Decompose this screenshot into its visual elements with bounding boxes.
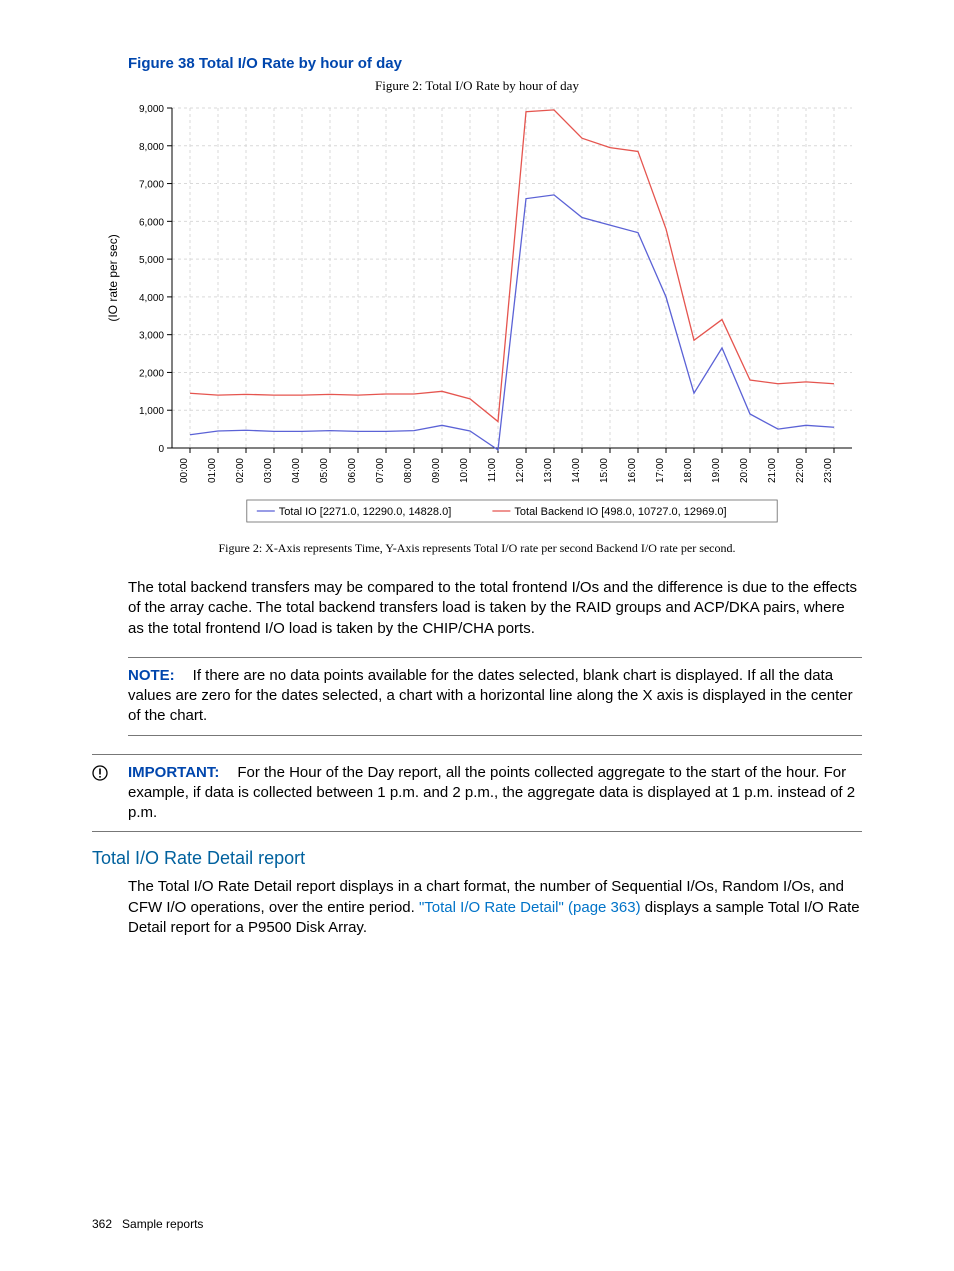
chart-container: 0 1,000 2,000 3,000 4,000 5,000 6,000 7,000 8,00…	[92, 98, 862, 538]
svg-text:Total Backend IO [498.0, 1072: Total Backend IO [498.0, 10727.0, 12969.…	[514, 506, 726, 518]
page-footer: 362 Sample reports	[92, 1217, 203, 1231]
chart-svg: 0 1,000 2,000 3,000 4,000 5,000 6,000 7,000 8,00…	[92, 98, 862, 538]
svg-text:0: 0	[158, 444, 164, 455]
svg-text:9,000: 9,000	[139, 104, 164, 115]
svg-text:06:00: 06:00	[347, 458, 358, 483]
svg-text:(IO rate per sec): (IO rate per sec)	[106, 234, 120, 321]
figure-caption: Figure 38 Total I/O Rate by hour of day	[128, 55, 862, 72]
svg-text:1,000: 1,000	[139, 406, 164, 417]
section-paragraph: The Total I/O Rate Detail report display…	[128, 877, 862, 938]
svg-text:15:00: 15:00	[599, 458, 610, 483]
svg-text:13:00: 13:00	[543, 458, 554, 483]
svg-text:04:00: 04:00	[291, 458, 302, 483]
svg-text:22:00: 22:00	[795, 458, 806, 483]
svg-text:16:00: 16:00	[627, 458, 638, 483]
svg-text:07:00: 07:00	[375, 458, 386, 483]
svg-text:3,000: 3,000	[139, 331, 164, 342]
note-text: If there are no data points available fo…	[128, 667, 853, 725]
footer-label: Sample reports	[122, 1217, 203, 1231]
section-heading: Total I/O Rate Detail report	[92, 848, 862, 869]
chart-footnote: Figure 2: X-Axis represents Time, Y-Axis…	[92, 541, 862, 556]
svg-text:17:00: 17:00	[655, 458, 666, 483]
chart-title: Figure 2: Total I/O Rate by hour of day	[92, 78, 862, 94]
svg-text:14:00: 14:00	[571, 458, 582, 483]
body-paragraph: The total backend transfers may be compa…	[128, 578, 862, 639]
svg-text:Total IO [2271.0, 12290.0, 14: Total IO [2271.0, 12290.0, 14828.0]	[279, 506, 451, 518]
svg-text:00:00: 00:00	[179, 458, 190, 483]
important-label: IMPORTANT:	[128, 764, 219, 781]
svg-text:03:00: 03:00	[263, 458, 274, 483]
svg-text:01:00: 01:00	[207, 458, 218, 483]
important-icon	[92, 763, 122, 787]
crossref-link[interactable]: "Total I/O Rate Detail" (page 363)	[419, 899, 641, 916]
svg-text:8,000: 8,000	[139, 142, 164, 153]
note-label: NOTE:	[128, 667, 175, 684]
svg-text:10:00: 10:00	[459, 458, 470, 483]
svg-text:19:00: 19:00	[711, 458, 722, 483]
page-number: 362	[92, 1217, 112, 1231]
svg-text:21:00: 21:00	[767, 458, 778, 483]
svg-text:05:00: 05:00	[319, 458, 330, 483]
svg-text:11:00: 11:00	[487, 458, 498, 483]
note-block: NOTE:If there are no data points availab…	[128, 657, 862, 736]
svg-text:09:00: 09:00	[431, 458, 442, 483]
important-text: For the Hour of the Day report, all the …	[128, 764, 855, 822]
svg-text:6,000: 6,000	[139, 217, 164, 228]
svg-text:23:00: 23:00	[823, 458, 834, 483]
svg-text:4,000: 4,000	[139, 293, 164, 304]
svg-text:08:00: 08:00	[403, 458, 414, 483]
svg-text:7,000: 7,000	[139, 180, 164, 191]
svg-text:5,000: 5,000	[139, 255, 164, 266]
svg-text:02:00: 02:00	[235, 458, 246, 483]
important-block: IMPORTANT:For the Hour of the Day report…	[92, 754, 862, 833]
svg-text:18:00: 18:00	[683, 458, 694, 483]
svg-text:12:00: 12:00	[515, 458, 526, 483]
svg-text:2,000: 2,000	[139, 368, 164, 379]
svg-text:20:00: 20:00	[739, 458, 750, 483]
